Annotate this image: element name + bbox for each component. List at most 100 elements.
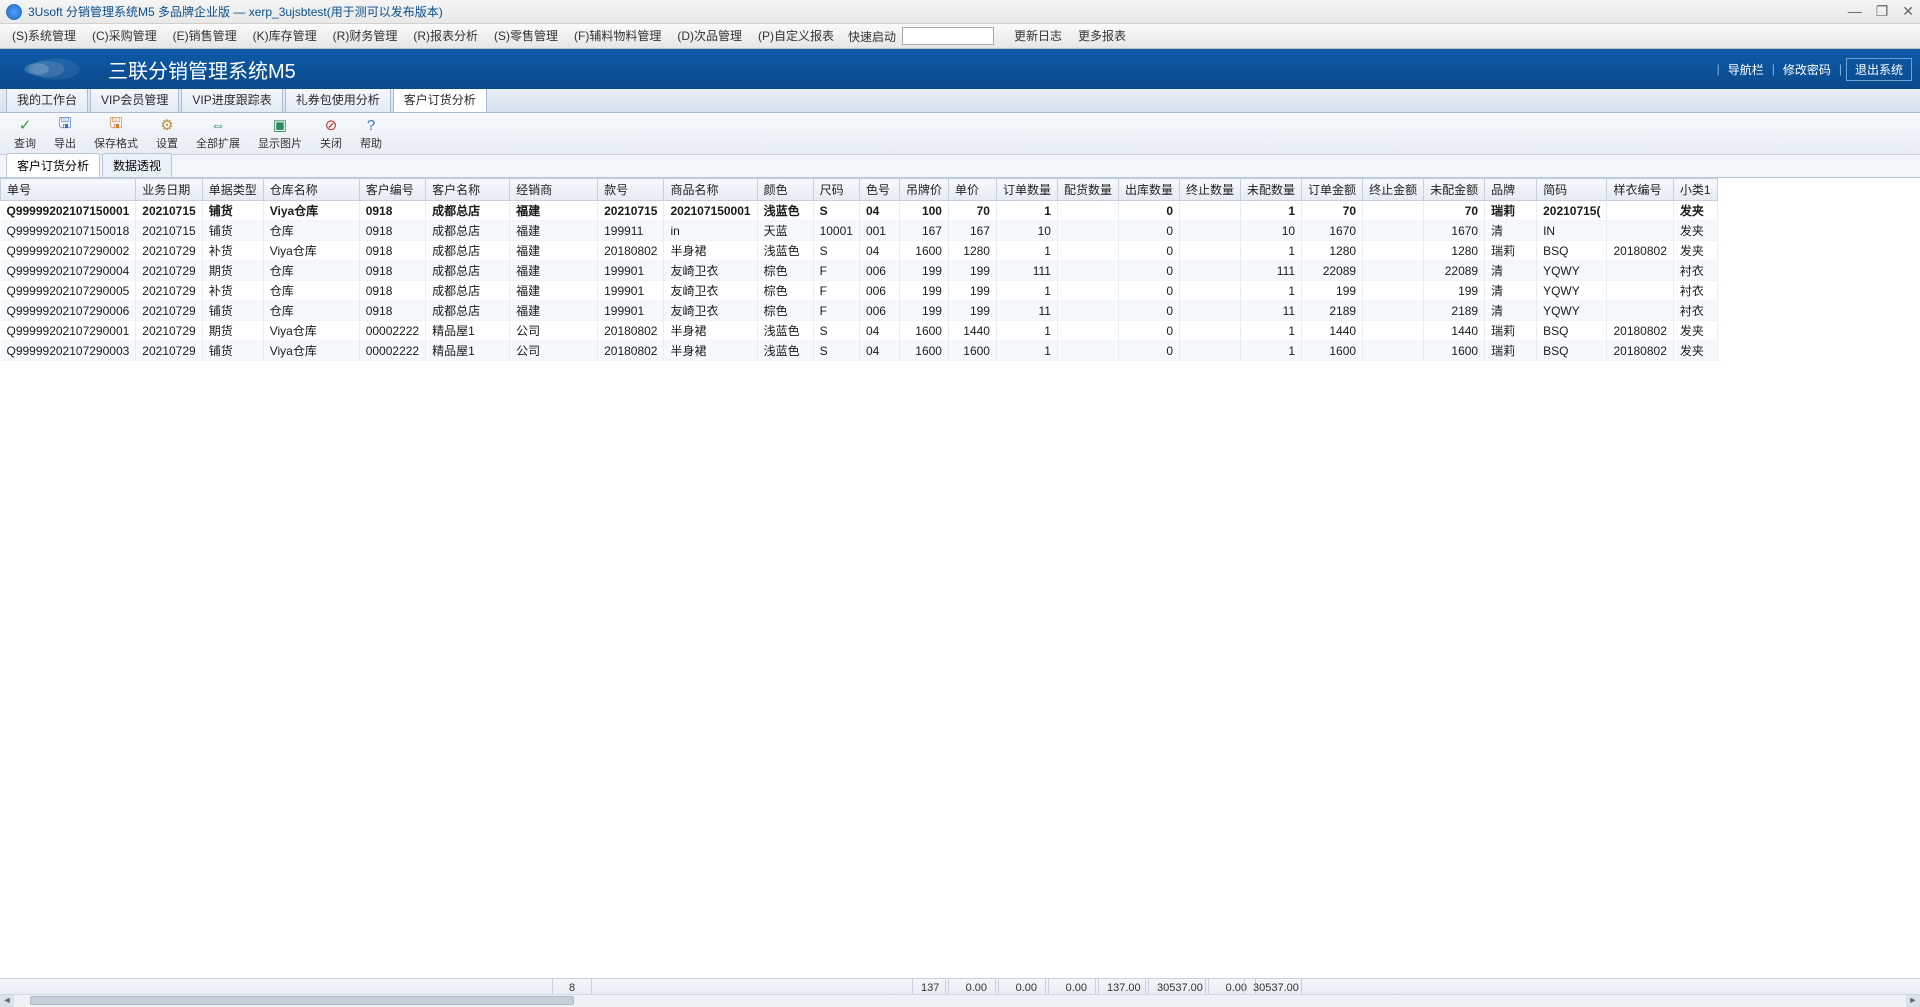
- cell-doctype: 补货: [202, 241, 263, 261]
- menu-item-4[interactable]: (R)财务管理: [325, 24, 406, 49]
- brand-swirl-decoration: [8, 49, 104, 89]
- table-row[interactable]: Q9999920210729000620210729铺货仓库0918成都总店福建…: [1, 301, 1718, 321]
- toolbar-关闭[interactable]: ⊘关闭: [312, 114, 350, 153]
- col-header-doctype[interactable]: 单据类型: [202, 179, 263, 201]
- cell-dealer: 福建: [510, 281, 598, 301]
- sub-tab-0[interactable]: 客户订货分析: [6, 153, 100, 177]
- scroll-thumb[interactable]: [30, 996, 574, 1005]
- table-row[interactable]: Q9999920210729000420210729期货仓库0918成都总店福建…: [1, 261, 1718, 281]
- col-header-brand[interactable]: 品牌: [1485, 179, 1537, 201]
- menu-item-6[interactable]: (S)零售管理: [486, 24, 566, 49]
- table-row[interactable]: Q9999920210729000120210729期货Viya仓库000022…: [1, 321, 1718, 341]
- cell-ordqty: 1: [996, 281, 1057, 301]
- menu-item-7[interactable]: (F)辅料物料管理: [566, 24, 669, 49]
- col-header-size[interactable]: 尺码: [813, 179, 859, 201]
- toolbar-全部扩展[interactable]: ⇔全部扩展: [188, 114, 248, 153]
- col-header-unamt[interactable]: 未配金额: [1424, 179, 1485, 201]
- scroll-right-arrow[interactable]: ►: [1906, 995, 1920, 1007]
- cell-bizdate: 20210715: [136, 201, 202, 221]
- menu-item-1[interactable]: (C)采购管理: [84, 24, 165, 49]
- menu-extra-1[interactable]: 更多报表: [1070, 24, 1134, 49]
- sub-tabs: 客户订货分析数据透视: [0, 155, 1920, 178]
- col-header-custno[interactable]: 客户编号: [359, 179, 425, 201]
- cell-custname: 成都总店: [426, 301, 510, 321]
- col-header-sku[interactable]: 款号: [598, 179, 664, 201]
- table-row[interactable]: Q9999920210729000320210729铺货Viya仓库000022…: [1, 341, 1718, 361]
- col-header-whname[interactable]: 仓库名称: [263, 179, 359, 201]
- col-header-outqty[interactable]: 出库数量: [1119, 179, 1180, 201]
- menu-item-9[interactable]: (P)自定义报表: [750, 24, 842, 49]
- toolbar-设置[interactable]: ⚙设置: [148, 114, 186, 153]
- toolbar-保存格式[interactable]: 🖫保存格式: [86, 114, 146, 153]
- col-header-goods[interactable]: 商品名称: [664, 179, 757, 201]
- scroll-left-arrow[interactable]: ◄: [0, 995, 14, 1007]
- col-header-endamt[interactable]: 终止金额: [1363, 179, 1424, 201]
- menu-item-0[interactable]: (S)系统管理: [4, 24, 84, 49]
- menu-item-3[interactable]: (K)库存管理: [245, 24, 325, 49]
- cell-endamt: [1363, 341, 1424, 361]
- sub-tab-1[interactable]: 数据透视: [102, 153, 172, 177]
- menu-item-8[interactable]: (D)次品管理: [669, 24, 750, 49]
- col-header-ordqty[interactable]: 订单数量: [996, 179, 1057, 201]
- brand-link-0[interactable]: 导航栏: [1724, 61, 1768, 78]
- cell-custno: 0918: [359, 221, 425, 241]
- cell-distqty: [1057, 301, 1118, 321]
- col-header-sampno[interactable]: 样衣编号: [1607, 179, 1673, 201]
- nav-tab-3[interactable]: 礼券包使用分析: [285, 86, 391, 112]
- toolbar-查询[interactable]: ✓查询: [6, 114, 44, 153]
- col-header-price[interactable]: 单价: [948, 179, 996, 201]
- data-grid-scroll[interactable]: 单号业务日期单据类型仓库名称客户编号客户名称经销商款号商品名称颜色尺码色号吊牌价…: [0, 178, 1920, 980]
- col-header-unqty[interactable]: 未配数量: [1241, 179, 1302, 201]
- cell-dealer: 福建: [510, 221, 598, 241]
- nav-tab-1[interactable]: VIP会员管理: [90, 86, 179, 112]
- col-header-docno[interactable]: 单号: [1, 179, 136, 201]
- cell-unamt: 1600: [1424, 341, 1485, 361]
- cell-size: S: [813, 241, 859, 261]
- cell-goods: 友崎卫衣: [664, 261, 757, 281]
- brand-link-1[interactable]: 修改密码: [1779, 61, 1835, 78]
- menu-extra-0[interactable]: 更新日志: [1006, 24, 1070, 49]
- close-icon[interactable]: ✕: [1902, 3, 1914, 20]
- brand-link-2[interactable]: 退出系统: [1846, 58, 1912, 81]
- quick-launch-input[interactable]: [902, 27, 994, 45]
- col-header-tagp[interactable]: 吊牌价: [899, 179, 948, 201]
- cell-short: BSQ: [1537, 241, 1607, 261]
- cell-endqty: [1180, 341, 1241, 361]
- table-row[interactable]: Q9999920210715001820210715铺货仓库0918成都总店福建…: [1, 221, 1718, 241]
- nav-tab-2[interactable]: VIP进度跟踪表: [181, 86, 282, 112]
- cell-cat1: 发夹: [1673, 201, 1717, 221]
- menu-item-5[interactable]: (R)报表分析: [405, 24, 486, 49]
- col-header-short[interactable]: 简码: [1537, 179, 1607, 201]
- cell-size: F: [813, 301, 859, 321]
- col-header-color[interactable]: 颜色: [757, 179, 813, 201]
- col-header-cat1[interactable]: 小类1: [1673, 179, 1717, 201]
- cell-sku: 199901: [598, 281, 664, 301]
- cell-goods: 202107150001: [664, 201, 757, 221]
- cell-sku: 20180802: [598, 241, 664, 261]
- cell-tagp: 1600: [899, 241, 948, 261]
- horizontal-scrollbar[interactable]: ◄ ►: [0, 994, 1920, 1006]
- menu-item-2[interactable]: (E)销售管理: [165, 24, 245, 49]
- cell-custname: 精品屋1: [426, 321, 510, 341]
- toolbar-显示图片[interactable]: ▣显示图片: [250, 114, 310, 153]
- toolbar-导出[interactable]: 🖫导出: [46, 114, 84, 153]
- table-row[interactable]: Q9999920210729000220210729补货Viya仓库0918成都…: [1, 241, 1718, 261]
- col-header-colno[interactable]: 色号: [859, 179, 899, 201]
- table-row[interactable]: Q9999920210729000520210729补货仓库0918成都总店福建…: [1, 281, 1718, 301]
- cell-price: 167: [948, 221, 996, 241]
- nav-tab-0[interactable]: 我的工作台: [6, 86, 88, 112]
- table-row[interactable]: Q9999920210715000120210715铺货Viya仓库0918成都…: [1, 201, 1718, 221]
- col-header-ordamt[interactable]: 订单金额: [1302, 179, 1363, 201]
- cell-doctype: 期货: [202, 261, 263, 281]
- cell-whname: Viya仓库: [263, 341, 359, 361]
- maximize-icon[interactable]: ❐: [1876, 3, 1889, 20]
- col-header-custname[interactable]: 客户名称: [426, 179, 510, 201]
- minimize-icon[interactable]: —: [1848, 3, 1862, 20]
- col-header-bizdate[interactable]: 业务日期: [136, 179, 202, 201]
- col-header-dealer[interactable]: 经销商: [510, 179, 598, 201]
- toolbar-帮助[interactable]: ?帮助: [352, 114, 390, 153]
- col-header-distqty[interactable]: 配货数量: [1057, 179, 1118, 201]
- toolbar-icon: ▣: [271, 116, 289, 134]
- col-header-endqty[interactable]: 终止数量: [1180, 179, 1241, 201]
- nav-tab-4[interactable]: 客户订货分析: [393, 86, 487, 112]
